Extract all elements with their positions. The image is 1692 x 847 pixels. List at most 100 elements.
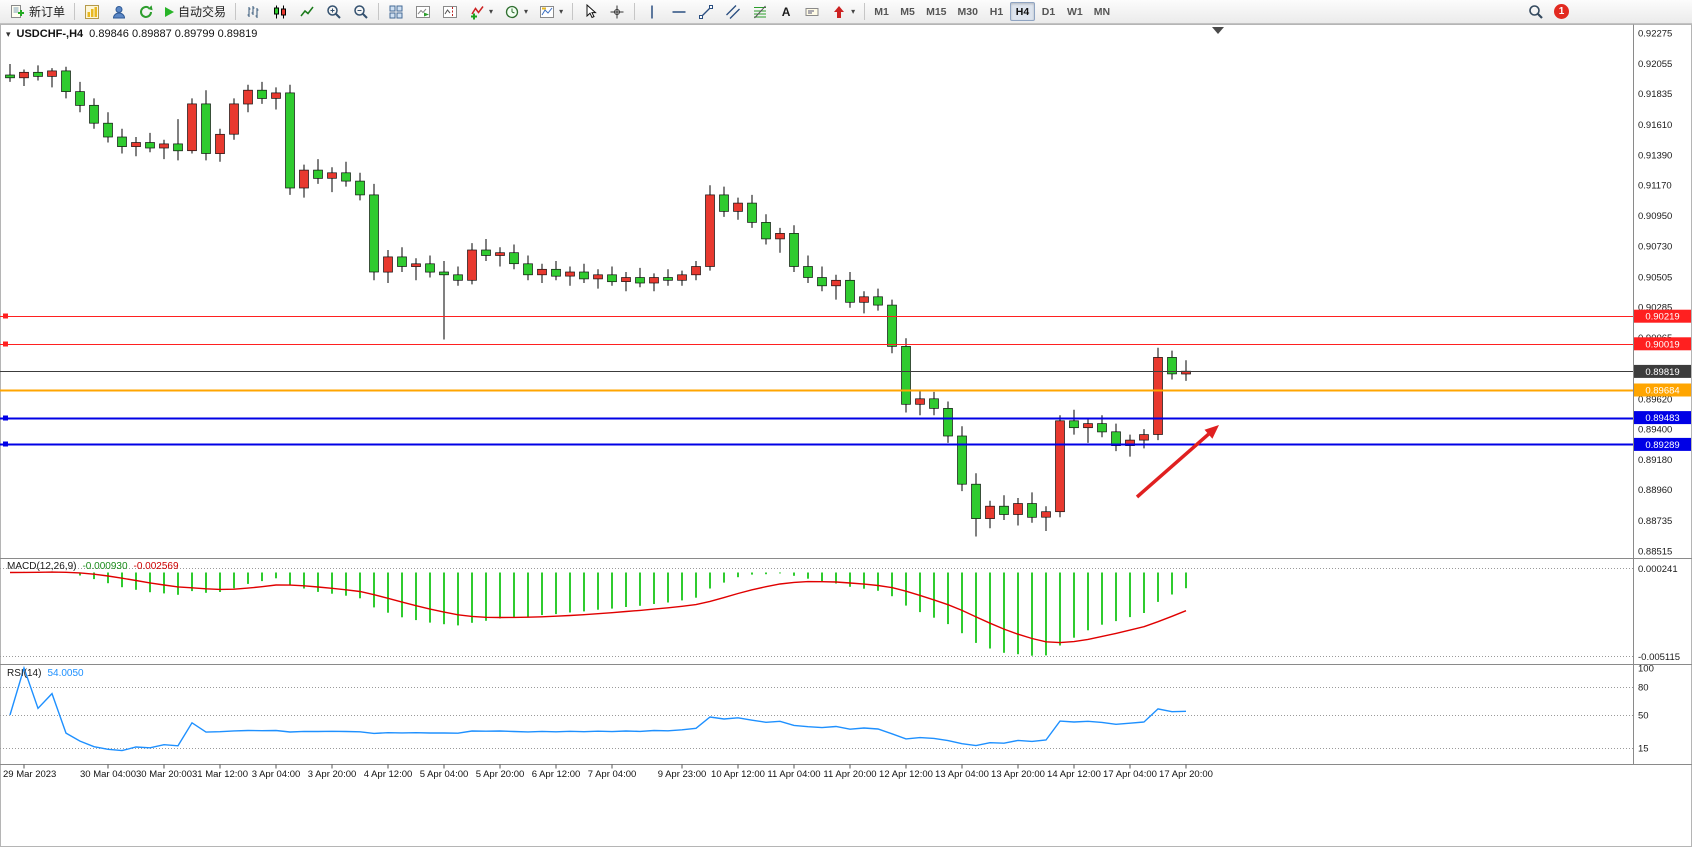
price-tag-0.89289: 0.89289 [1634, 437, 1691, 451]
zoom-out-button[interactable] [348, 1, 374, 22]
candle-body [327, 172, 337, 179]
candle-body [341, 172, 351, 182]
candle-body [761, 222, 771, 240]
crosshair-button[interactable] [604, 1, 630, 22]
timeframe-button-mn[interactable]: MN [1093, 5, 1111, 18]
fibonacci-button[interactable] [747, 1, 773, 22]
price-tag-text: 0.90219 [1645, 312, 1679, 323]
timeframe-button-m15[interactable]: M15 [926, 5, 947, 18]
charts-button[interactable] [79, 1, 105, 22]
search-button[interactable] [1523, 1, 1549, 22]
chart-symbol-label: USDCHF-,H4 [16, 28, 84, 40]
timeframe-button-w1[interactable]: W1 [1066, 5, 1083, 18]
periods-button[interactable]: ▾ [499, 1, 533, 22]
time-axis[interactable]: 29 Mar 2023 30 Mar 04:00 30 Mar 20:00 31 Ma… [3, 764, 1213, 781]
rsi-axis-label: 80 [1638, 682, 1649, 693]
zoom-in-button[interactable] [321, 1, 347, 22]
candle-body [1083, 423, 1093, 429]
arrow-annotation[interactable] [1135, 425, 1219, 499]
price-tag-0.89483: 0.89483 [1634, 411, 1691, 425]
candle-body [439, 271, 449, 276]
candle-body [173, 143, 183, 152]
candle-body [1027, 503, 1037, 518]
candle-body [1153, 357, 1163, 435]
line-chart-button[interactable] [294, 1, 320, 22]
horizontal-line-button[interactable] [666, 1, 692, 22]
candle-body [117, 136, 127, 147]
candle-body [425, 263, 435, 273]
line-anchor-marker [3, 441, 8, 447]
price-tag-box [1634, 383, 1691, 397]
candle-body [5, 74, 15, 79]
autotrading-button[interactable]: 自动交易 [160, 1, 231, 22]
timeframe-button-d1[interactable]: D1 [1041, 5, 1056, 18]
arrows-button[interactable]: ▾ [826, 1, 860, 22]
text-label-button[interactable] [799, 1, 825, 22]
new-order-label: 新订单 [29, 5, 66, 19]
timeframe-button-m1[interactable]: M1 [874, 5, 889, 18]
candlestick-button[interactable] [267, 1, 293, 22]
price-line-0.89483[interactable] [0, 415, 1633, 421]
time-axis-label: 10 Apr 12:00 [711, 769, 765, 780]
timeframe-button-h4[interactable]: H4 [1009, 2, 1035, 21]
rsi-axis[interactable]: 100 80 50 15 [1638, 664, 1654, 755]
timeframe-button-m30[interactable]: M30 [957, 5, 978, 18]
profiles-button[interactable] [106, 1, 132, 22]
cursor-button[interactable] [577, 1, 603, 22]
horizontal-line-icon [672, 10, 686, 13]
auto-scroll-button[interactable] [410, 1, 436, 22]
timeframe-button-m5[interactable]: M5 [900, 5, 915, 18]
rsi-axis-label: 50 [1638, 711, 1649, 722]
macd-axis[interactable]: 0.000241 -0.005115 [1638, 564, 1680, 663]
zoom-out-icon [354, 4, 368, 19]
chevron-down-icon: ▾ [559, 6, 564, 16]
macd-signal-line [9, 571, 1187, 644]
price-tag-box [1634, 437, 1691, 451]
macd-title: MACD(12,26,9) [7, 561, 77, 572]
timeframe-button-h1[interactable]: H1 [989, 5, 1004, 18]
tile-windows-button[interactable] [383, 1, 409, 22]
candle-body [537, 268, 547, 276]
notification-badge[interactable]: 1 [1554, 4, 1569, 19]
candle-body [397, 256, 407, 267]
time-axis-label: 30 Mar 04:00 [80, 769, 136, 780]
chart-shift-marker[interactable] [1212, 27, 1224, 34]
candle-body [1041, 511, 1051, 518]
trendline-button[interactable] [693, 1, 719, 22]
text-label-icon [805, 7, 819, 16]
chart-window-border [0, 24, 1692, 847]
new-order-button[interactable]: 新订单 [4, 1, 70, 22]
time-axis-label: 13 Apr 20:00 [991, 769, 1045, 780]
price-line-0.90219[interactable] [0, 313, 1633, 319]
indicators-button[interactable]: ▾ [464, 1, 498, 22]
price-tag-box [1634, 411, 1691, 425]
new-order-icon [11, 4, 24, 18]
candle-body [775, 233, 785, 240]
crosshair-icon [610, 5, 624, 18]
price-axis-label: 0.92055 [1638, 59, 1672, 70]
time-axis-label: 13 Apr 04:00 [935, 769, 989, 780]
price-axis-label: 0.90505 [1638, 272, 1672, 283]
vertical-line-button[interactable] [639, 1, 665, 22]
chart-menu-icon[interactable]: ▾ [6, 28, 11, 39]
refresh-button[interactable] [133, 1, 159, 22]
text-button[interactable]: A [774, 1, 798, 22]
rsi-title: RSI(14) [7, 668, 42, 679]
rsi-axis-label: 100 [1638, 664, 1654, 675]
price-axis-label: 0.89400 [1638, 425, 1672, 436]
chart-title: ▾ USDCHF-,H4 0.89846 0.89887 0.89799 0.8… [6, 28, 257, 40]
chart-shift-button[interactable] [437, 1, 463, 22]
price-axis[interactable]: 0.92275 0.92055 0.91835 0.91610 0.91390 0.911… [1638, 29, 1672, 558]
channel-button[interactable] [720, 1, 746, 22]
price-line-0.89289[interactable] [0, 441, 1633, 447]
price-tag-box [1634, 337, 1691, 351]
price-axis-label: 0.90950 [1638, 211, 1672, 222]
bar-chart-button[interactable] [240, 1, 266, 22]
candle-body [1167, 357, 1177, 375]
templates-button[interactable]: ▾ [534, 1, 568, 22]
chevron-down-icon: ▾ [524, 6, 529, 16]
chart-shift-icon [443, 5, 458, 18]
price-line-0.90019[interactable] [0, 341, 1633, 347]
candle-body [19, 71, 29, 79]
